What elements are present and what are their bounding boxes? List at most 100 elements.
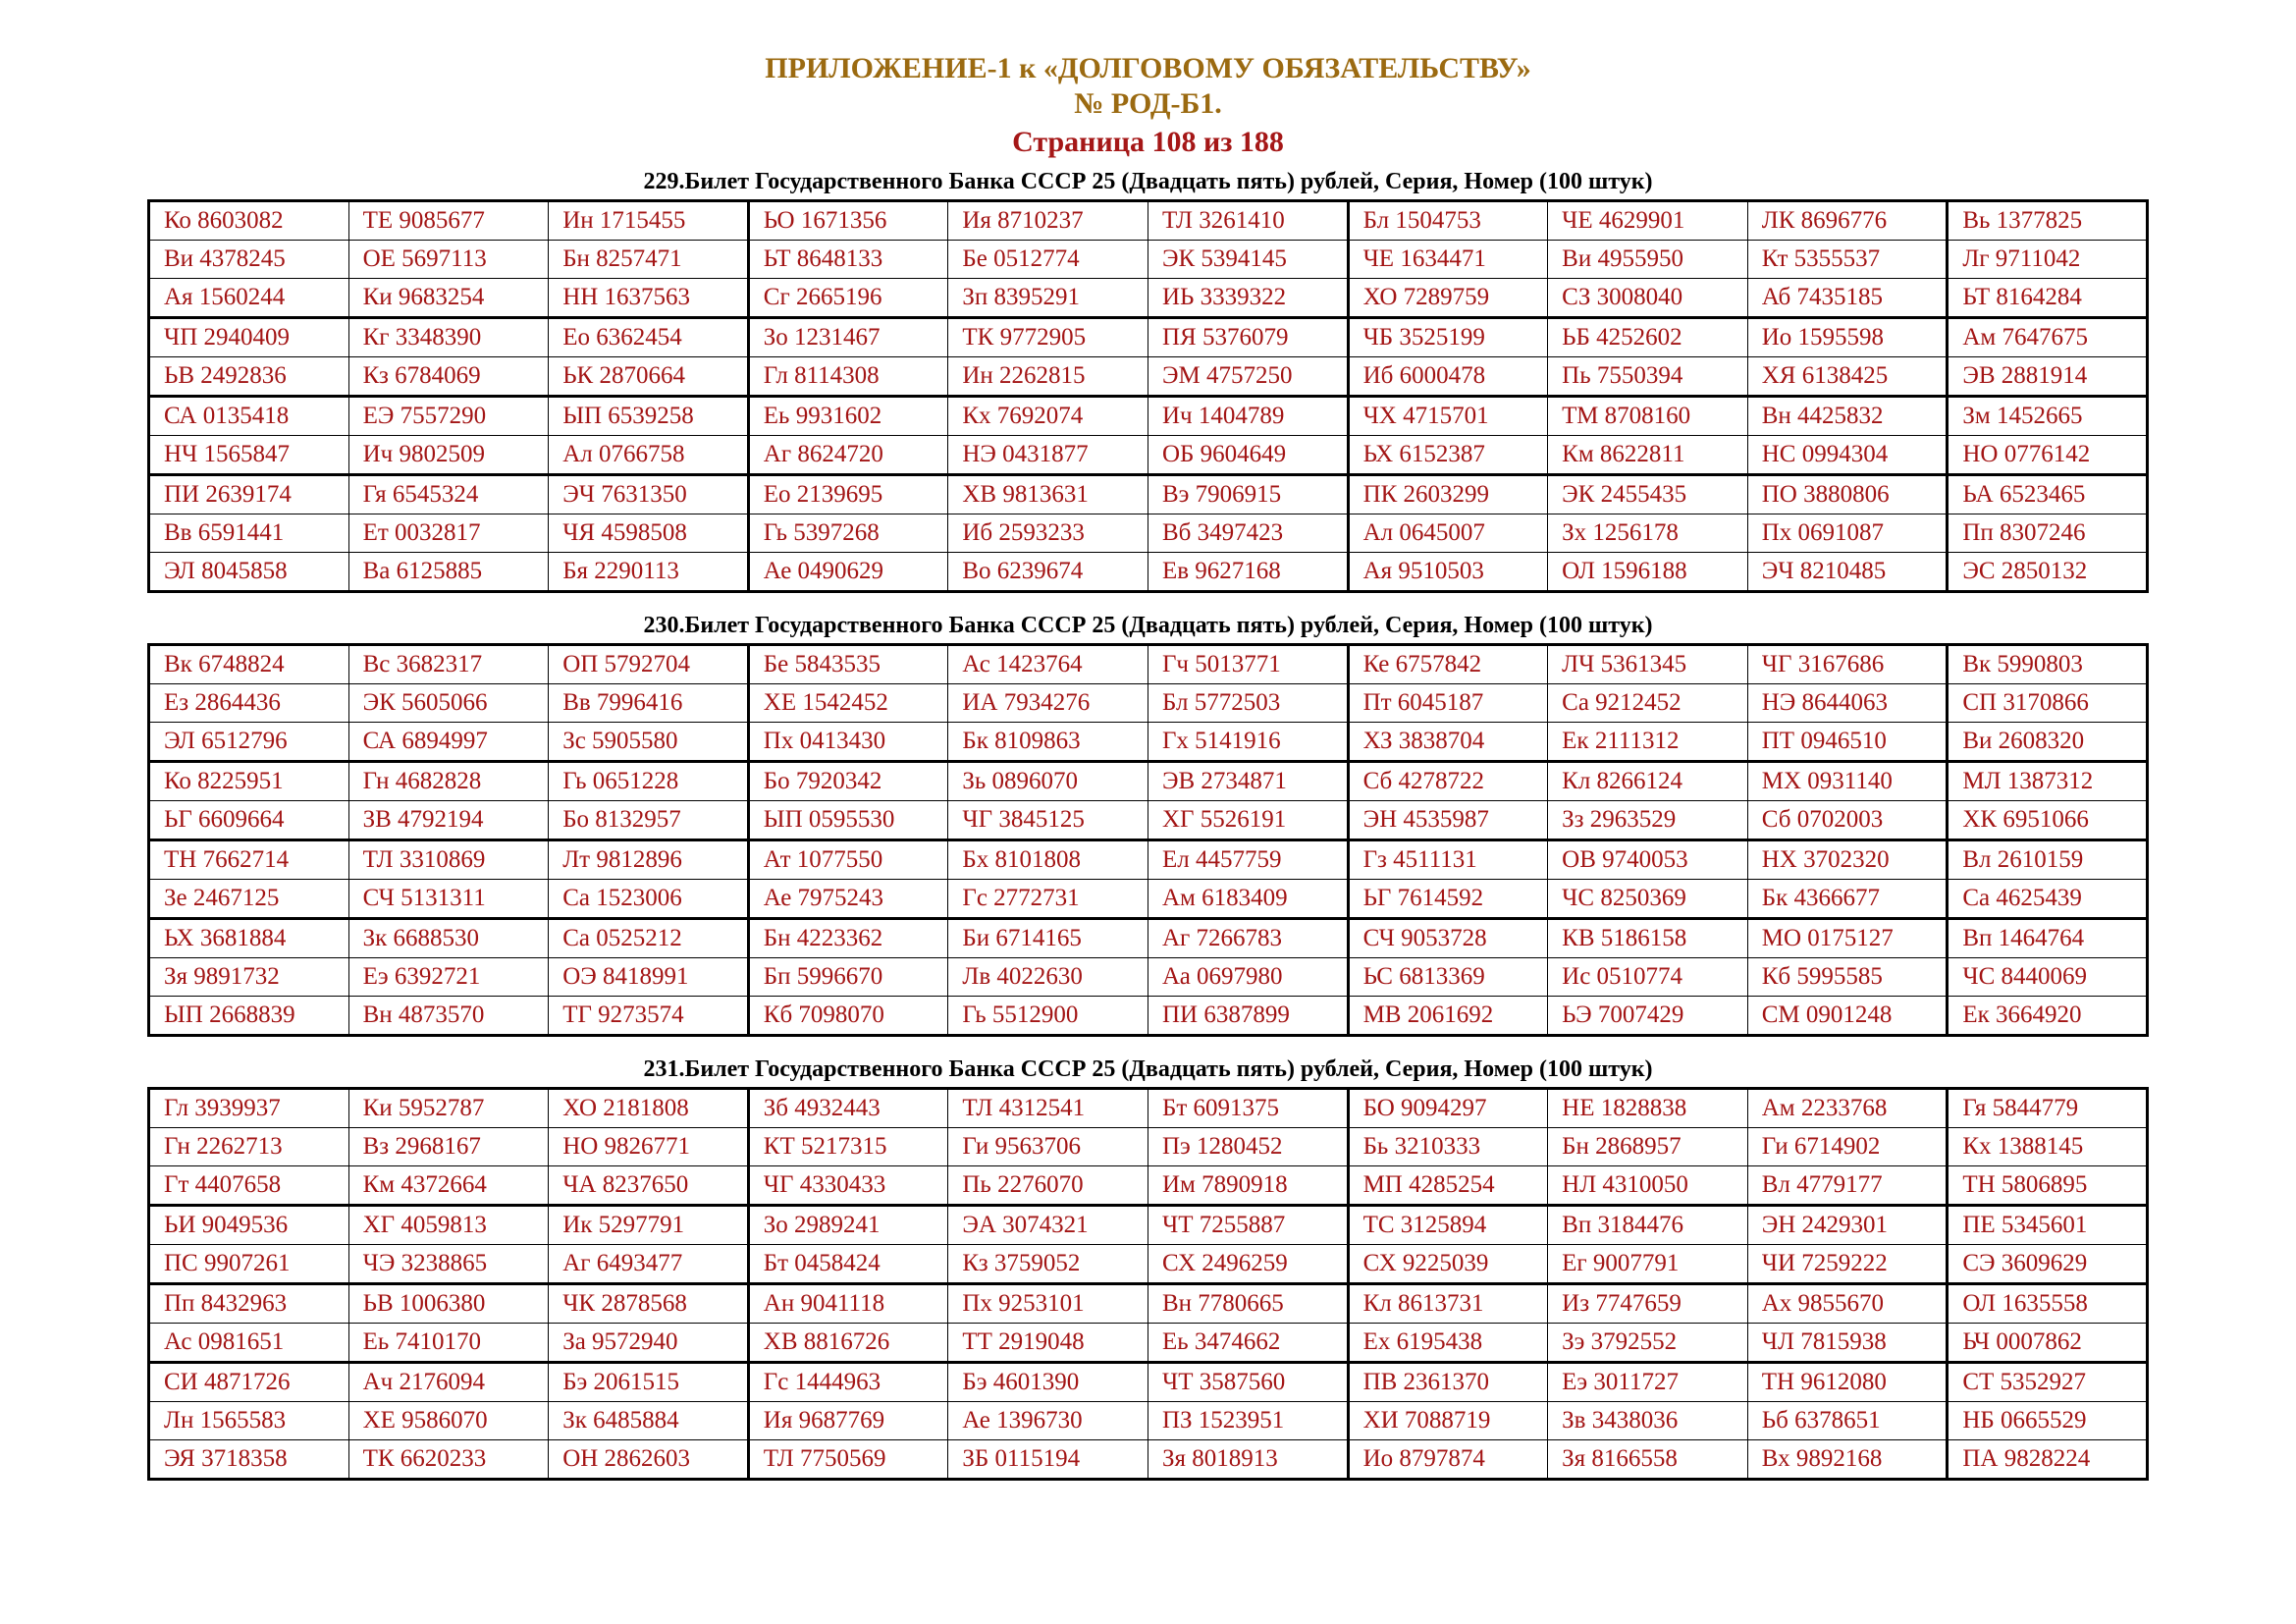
serial-cell: Ки 9683254 [347, 278, 550, 319]
serial-cell: ЧЭ 3238865 [347, 1244, 550, 1285]
serial-cell: ЬА 6523465 [1947, 474, 2148, 514]
serial-cell: ХЗ 3838704 [1347, 722, 1549, 763]
serial-section: 231.Билет Государственного Банка СССР 25… [147, 1055, 2149, 1481]
serial-cell: Бн 2868957 [1547, 1127, 1748, 1166]
serial-cell: ЭВ 2734871 [1147, 761, 1350, 801]
serial-cell: Иб 2593233 [947, 514, 1148, 553]
serial-cell: ЭМ 4757250 [1147, 356, 1350, 398]
serial-cell: Бн 4223362 [747, 918, 949, 958]
serial-cell: Бе 5843535 [747, 644, 949, 684]
table-row: Ко 8603082 ТЕ 9085677 Ин 1715455 ЬО 1671356… [148, 200, 2148, 241]
serial-cell: Ек 3664920 [1947, 996, 2148, 1036]
serial-cell: СЗ 3008040 [1547, 278, 1748, 319]
serial-cell: СМ 0901248 [1746, 996, 1949, 1036]
serial-cell: НО 9826771 [548, 1127, 750, 1166]
serial-cell: Зк 6485884 [548, 1401, 750, 1440]
serial-cell: БО 9094297 [1347, 1088, 1549, 1128]
serial-cell: КТ 5217315 [747, 1127, 949, 1166]
serial-cell: Аг 8624720 [747, 435, 949, 476]
serial-cell: ХО 2181808 [548, 1088, 750, 1128]
serial-cell: НХ 3702320 [1746, 839, 1949, 880]
serial-cell: Кт 5355537 [1746, 240, 1949, 279]
table-row: Гн 2262713 Вз 2968167 НО 9826771 КТ 5217315… [148, 1127, 2148, 1166]
serial-cell: Еь 9931602 [747, 396, 949, 436]
serial-cell: Гя 5844779 [1947, 1088, 2148, 1128]
serial-cell: Кз 6784069 [347, 356, 550, 398]
serial-cell: Ис 0510774 [1547, 957, 1748, 997]
serial-cell: ЭЛ 6512796 [148, 722, 349, 763]
table-row: ТН 7662714 ТЛ 3310869 Лт 9812896 Ат 1077550… [148, 839, 2148, 880]
serial-cell: МХ 0931140 [1746, 761, 1949, 801]
serial-cell: ИЬ 3339322 [1147, 278, 1350, 319]
serial-cell: СЧ 9053728 [1347, 918, 1549, 958]
serial-cell: Зс 5905580 [548, 722, 750, 763]
serial-cell: ЭК 2455435 [1547, 474, 1748, 514]
serial-cell: Ас 0981651 [148, 1323, 349, 1364]
serial-cell: ЬТ 8164284 [1947, 278, 2148, 319]
serial-cell: Ке 6757842 [1347, 644, 1549, 684]
serial-cell: Гх 5141916 [1147, 722, 1350, 763]
table-row: ЭЛ 8045858 Ва 6125885 Бя 2290113 Ае 0490629… [148, 552, 2148, 592]
serial-cell: ЕЭ 7557290 [347, 396, 550, 436]
serial-cell: Бэ 4601390 [947, 1362, 1148, 1402]
table-row: Ая 1560244 Ки 9683254 НН 1637563 Сг 2665196… [148, 278, 2148, 319]
table-row: Вк 6748824 Вс 3682317 ОП 5792704 Бе 5843535… [148, 644, 2148, 684]
serial-cell: Ех 6195438 [1347, 1323, 1549, 1364]
serial-cell: Ек 2111312 [1547, 722, 1748, 763]
serial-cell: Вв 6591441 [148, 514, 349, 553]
serial-cell: Бк 4366677 [1746, 879, 1949, 920]
serial-cell: Км 4372664 [347, 1165, 550, 1207]
serial-cell: ЧТ 3587560 [1147, 1362, 1350, 1402]
serial-cell: Лт 9812896 [548, 839, 750, 880]
table-row: Ко 8225951 Гн 4682828 Гь 0651228 Бо 7920342… [148, 761, 2148, 801]
serial-cell: Ез 2864436 [148, 683, 349, 723]
document-title-line2: № РОД-Б1. [1074, 87, 1222, 120]
serial-cell: ПО 3880806 [1746, 474, 1949, 514]
serial-cell: Ае 1396730 [947, 1401, 1148, 1440]
serial-cell: Бе 0512774 [947, 240, 1148, 279]
serial-cell: За 9572940 [548, 1323, 750, 1364]
serial-cell: ЫП 2668839 [148, 996, 349, 1036]
serial-cell: ХЯ 6138425 [1746, 356, 1949, 398]
serial-cell: Кх 7692074 [947, 396, 1148, 436]
serial-cell: ЭК 5605066 [347, 683, 550, 723]
page-indicator-middle: из [1203, 126, 1233, 158]
serial-cell: Гн 2262713 [148, 1127, 349, 1166]
serial-cell: Зм 1452665 [1947, 396, 2148, 436]
serial-cell: Ич 9802509 [347, 435, 550, 476]
document-title: ПРИЛОЖЕНИЕ-1 к «ДОЛГОВОМУ ОБЯЗАТЕЛЬСТВУ»… [147, 51, 2149, 122]
serial-cell: ОЛ 1596188 [1547, 552, 1748, 592]
table-row: ЬВ 2492836 Кз 6784069 ЬК 2870664 Гл 8114308… [148, 356, 2148, 398]
serial-cell: ХК 6951066 [1947, 800, 2148, 841]
serial-cell: ХГ 5526191 [1147, 800, 1350, 841]
serial-cell: Ио 8797874 [1347, 1439, 1549, 1480]
serial-cell: Вз 2968167 [347, 1127, 550, 1166]
serial-cell: Гс 1444963 [747, 1362, 949, 1402]
serial-cell: ЧЯ 4598508 [548, 514, 750, 553]
document-title-line1: ПРИЛОЖЕНИЕ-1 к «ДОЛГОВОМУ ОБЯЗАТЕЛЬСТВУ» [765, 52, 1531, 84]
serial-cell: МП 4285254 [1347, 1165, 1549, 1207]
serial-cell: Сг 2665196 [747, 278, 949, 319]
serial-cell: ЧА 8237650 [548, 1165, 750, 1207]
serial-cell: Ео 2139695 [747, 474, 949, 514]
page-indicator: Страница 108 из 188 [147, 124, 2149, 161]
serial-cell: ЬВ 1006380 [347, 1283, 550, 1324]
table-row: ЬХ 3681884 Зк 6688530 Са 0525212 Бн 4223362… [148, 918, 2148, 958]
serial-cell: ХЕ 1542452 [747, 683, 949, 723]
serial-cell: ОЛ 1635558 [1947, 1283, 2148, 1324]
serial-cell: Пт 6045187 [1347, 683, 1549, 723]
serial-cell: Ео 6362454 [548, 317, 750, 357]
serial-cell: Вл 2610159 [1947, 839, 2148, 880]
serial-cell: НС 0994304 [1746, 435, 1949, 476]
serial-cell: Бн 8257471 [548, 240, 750, 279]
serial-cell: Ви 4378245 [148, 240, 349, 279]
serial-cell: СХ 2496259 [1147, 1244, 1350, 1285]
table-row: ЫП 2668839 Вн 4873570 ТГ 9273574 Кб 7098070… [148, 996, 2148, 1036]
serial-cell: Ко 8225951 [148, 761, 349, 801]
page-total-number: 188 [1239, 126, 1284, 158]
serial-cell: Ия 9687769 [747, 1401, 949, 1440]
serial-cell: Бт 6091375 [1147, 1088, 1350, 1128]
serial-cell: ЬХ 6152387 [1347, 435, 1549, 476]
serial-cell: Пп 8307246 [1947, 514, 2148, 553]
serial-cell: ПК 2603299 [1347, 474, 1549, 514]
